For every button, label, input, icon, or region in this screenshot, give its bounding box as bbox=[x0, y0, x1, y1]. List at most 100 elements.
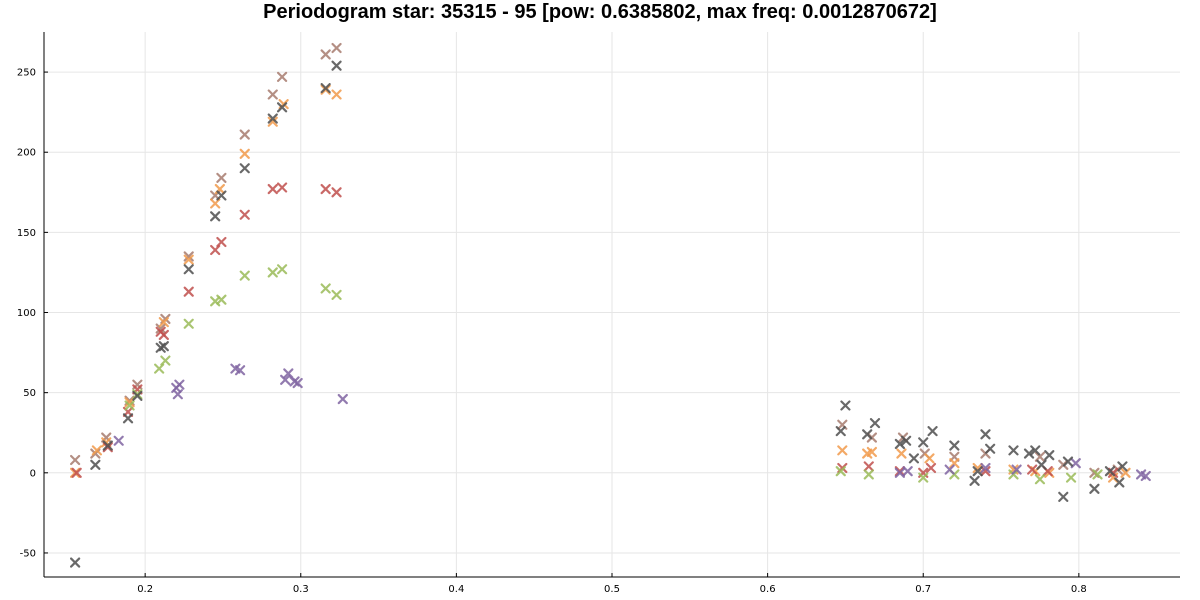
data-point-s1-19 bbox=[972, 462, 983, 474]
data-point-s5-26 bbox=[972, 466, 983, 477]
data-point-s4-12 bbox=[902, 466, 913, 477]
tick-labels: 0.2 0.3 0.4 0.5 0.6 0.7 0.8 -50 0 50 100 150 200 250 bbox=[17, 68, 1087, 595]
data-point-s2-18 bbox=[925, 462, 937, 474]
y-tick-label-3: 100 bbox=[17, 308, 36, 319]
data-point-s2-0 bbox=[71, 467, 82, 478]
data-point-s2-6 bbox=[183, 286, 194, 297]
data-point-s3-16 bbox=[1008, 469, 1019, 480]
data-point-s5-20 bbox=[901, 435, 912, 446]
data-point-s4-11 bbox=[894, 467, 905, 478]
data-point-s2-16 bbox=[894, 466, 905, 477]
series-5 bbox=[70, 60, 1128, 568]
data-point-s5-13 bbox=[320, 83, 331, 94]
data-point-s0-5 bbox=[155, 323, 166, 334]
data-point-s5-37 bbox=[1104, 466, 1116, 477]
data-point-s5-7 bbox=[183, 264, 194, 275]
y-tick-label-4: 150 bbox=[17, 228, 36, 239]
data-point-s4-10 bbox=[337, 393, 348, 405]
x-tick-label-3: 0.5 bbox=[604, 584, 620, 595]
x-tick-label-2: 0.4 bbox=[448, 584, 464, 595]
data-point-s5-15 bbox=[835, 426, 846, 437]
data-point-s2-20 bbox=[1027, 464, 1038, 475]
data-point-s5-34 bbox=[1058, 491, 1069, 502]
data-point-s3-8 bbox=[267, 267, 278, 278]
data-point-s1-6 bbox=[210, 198, 221, 209]
data-point-s0-21 bbox=[1034, 451, 1046, 462]
data-point-s3-19 bbox=[1092, 469, 1103, 480]
series-1 bbox=[70, 84, 1131, 483]
y-tick-label-5: 200 bbox=[17, 148, 36, 159]
data-point-s2-15 bbox=[863, 461, 874, 472]
data-point-s2-8 bbox=[216, 236, 227, 248]
y-tick-label-2: 50 bbox=[23, 388, 36, 399]
data-point-s1-15 bbox=[866, 446, 877, 458]
data-point-s5-2 bbox=[102, 440, 113, 451]
data-point-s3-0 bbox=[124, 400, 135, 411]
data-point-s5-39 bbox=[1117, 461, 1128, 472]
data-point-s5-11 bbox=[267, 113, 278, 124]
data-point-s5-25 bbox=[969, 475, 980, 486]
data-point-s4-14 bbox=[980, 462, 991, 474]
data-point-s5-24 bbox=[949, 440, 960, 451]
data-point-s5-9 bbox=[216, 190, 227, 201]
data-point-s2-11 bbox=[276, 182, 288, 193]
data-point-s1-13 bbox=[837, 445, 848, 456]
x-tick-label-4: 0.6 bbox=[760, 584, 776, 595]
data-point-s1-24 bbox=[1120, 467, 1131, 478]
data-point-s3-13 bbox=[863, 469, 874, 480]
data-point-s1-4 bbox=[158, 317, 169, 328]
data-point-s5-21 bbox=[908, 453, 919, 464]
data-point-s3-2 bbox=[154, 363, 165, 374]
y-tick-label-0: -50 bbox=[20, 548, 36, 559]
chart-title: Periodogram star: 35315 - 95 [pow: 0.638… bbox=[263, 1, 937, 23]
data-point-s4-6 bbox=[280, 374, 291, 385]
data-point-s5-8 bbox=[210, 211, 221, 222]
data-point-s3-10 bbox=[320, 283, 331, 294]
data-point-s3-14 bbox=[918, 472, 929, 483]
x-tick-label-0: 0.2 bbox=[137, 584, 153, 595]
axes bbox=[43, 32, 1180, 578]
data-point-s3-4 bbox=[183, 318, 194, 329]
data-point-s4-0 bbox=[113, 435, 124, 446]
data-point-s5-23 bbox=[927, 426, 938, 437]
x-tick-label-5: 0.7 bbox=[915, 584, 931, 595]
data-point-s2-5 bbox=[158, 329, 169, 341]
data-point-s1-3 bbox=[124, 397, 135, 408]
data-point-s2-7 bbox=[210, 244, 221, 256]
data-point-s0-0 bbox=[70, 454, 81, 466]
data-point-s5-1 bbox=[90, 459, 101, 470]
grid bbox=[44, 32, 1180, 577]
data-point-s1-1 bbox=[91, 445, 103, 456]
data-point-s5-12 bbox=[276, 102, 288, 113]
y-tick-label-1: 0 bbox=[30, 468, 36, 479]
data-point-s0-9 bbox=[216, 172, 227, 183]
data-point-s1-5 bbox=[183, 254, 194, 265]
data-point-s1-8 bbox=[239, 148, 250, 159]
data-point-s0-12 bbox=[276, 71, 288, 82]
data-point-s0-14 bbox=[331, 42, 342, 54]
series-2 bbox=[71, 182, 1119, 478]
data-point-s4-7 bbox=[283, 368, 294, 379]
data-point-s3-12 bbox=[835, 466, 846, 477]
data-point-s4-5 bbox=[234, 365, 246, 376]
data-point-s0-7 bbox=[183, 251, 194, 262]
series-0 bbox=[70, 42, 1123, 478]
data-point-s4-9 bbox=[292, 377, 303, 389]
data-point-s0-10 bbox=[239, 129, 250, 140]
data-points bbox=[70, 42, 1151, 568]
data-point-s3-6 bbox=[216, 294, 227, 305]
data-point-s0-11 bbox=[267, 89, 278, 100]
series-3 bbox=[124, 264, 1103, 485]
data-point-s5-38 bbox=[1114, 477, 1125, 488]
data-point-s3-9 bbox=[276, 264, 288, 275]
data-point-s5-0 bbox=[70, 557, 81, 568]
data-point-s3-17 bbox=[1034, 474, 1046, 485]
data-point-s1-9 bbox=[267, 116, 278, 127]
data-point-s5-19 bbox=[894, 438, 905, 450]
data-point-s5-28 bbox=[985, 443, 996, 454]
data-point-s5-29 bbox=[1008, 445, 1019, 456]
data-point-s5-10 bbox=[239, 163, 250, 174]
data-point-s4-2 bbox=[174, 379, 185, 390]
